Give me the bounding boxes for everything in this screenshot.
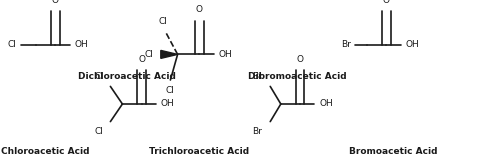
Text: Cl: Cl: [95, 127, 103, 136]
Text: OH: OH: [218, 50, 232, 59]
Text: Bromoacetic Acid: Bromoacetic Acid: [349, 148, 438, 156]
Text: OH: OH: [319, 100, 333, 108]
Text: O: O: [52, 0, 59, 5]
Text: Cl: Cl: [8, 40, 16, 49]
Text: Chloroacetic Acid: Chloroacetic Acid: [1, 148, 90, 156]
Text: Trichloroacetic Acid: Trichloroacetic Acid: [149, 148, 249, 156]
Text: OH: OH: [406, 40, 420, 49]
Text: O: O: [196, 5, 203, 14]
Text: Cl: Cl: [166, 86, 175, 95]
Text: Br: Br: [252, 72, 262, 81]
Text: OH: OH: [74, 40, 88, 49]
Text: Cl: Cl: [95, 72, 103, 81]
Text: O: O: [383, 0, 390, 5]
Text: Cl: Cl: [159, 17, 168, 26]
Text: OH: OH: [161, 100, 175, 108]
Text: Br: Br: [341, 40, 350, 49]
Text: O: O: [138, 55, 145, 64]
Text: Dichloroacetic Acid: Dichloroacetic Acid: [78, 72, 176, 81]
Text: Br: Br: [252, 127, 262, 136]
Polygon shape: [161, 50, 178, 58]
Text: O: O: [297, 55, 303, 64]
Text: Cl: Cl: [145, 50, 154, 59]
Text: Dibromoacetic Acid: Dibromoacetic Acid: [248, 72, 347, 81]
